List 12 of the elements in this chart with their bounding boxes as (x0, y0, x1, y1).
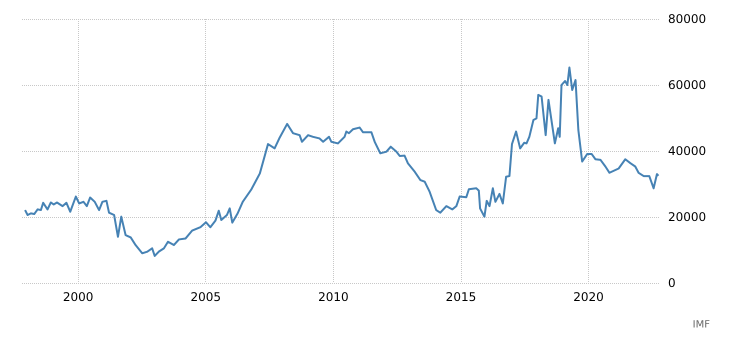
y-tick-label: 40000 (668, 144, 706, 158)
y-tick-label: 20000 (668, 210, 706, 224)
x-tick-label: 2015 (446, 290, 476, 304)
x-tick-label: 2000 (62, 290, 94, 304)
x-tick-label: 2020 (573, 290, 604, 304)
y-tick-label: 60000 (668, 78, 706, 92)
x-tick-label: 2005 (190, 290, 222, 304)
y-tick-label: 80000 (668, 12, 706, 26)
text: IMF (692, 320, 710, 330)
line-series (24, 66, 660, 257)
y-tick-label: 0 (668, 276, 676, 290)
x-tick-label: 2010 (318, 290, 349, 304)
